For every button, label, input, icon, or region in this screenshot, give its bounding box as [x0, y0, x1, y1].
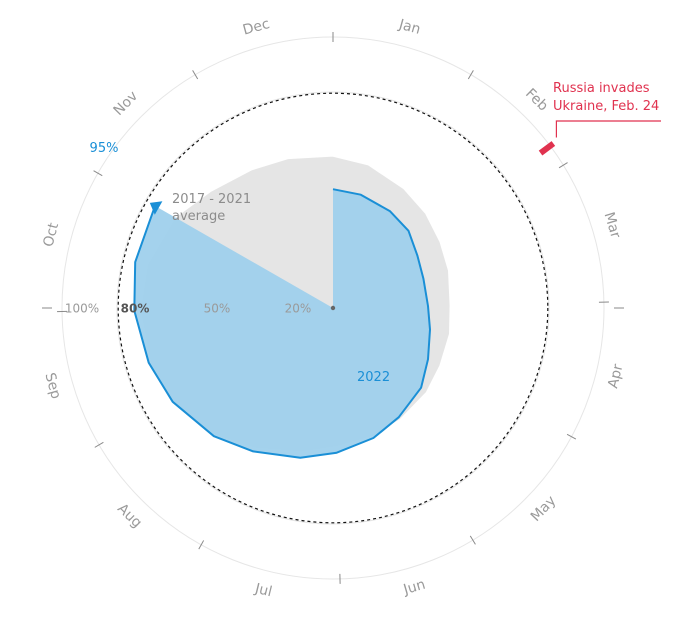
annotation-marker [538, 141, 556, 156]
center-dot [330, 305, 336, 311]
target-ring-dashed [117, 92, 549, 524]
series-2022-label: 2022 [357, 370, 390, 385]
average-series-label: 2017 - 2021 average [172, 192, 251, 224]
series-2022-line [133, 188, 431, 459]
month-label-jan: Jan [396, 16, 422, 37]
radial-label-50: 50% [204, 302, 231, 316]
annotation-text: Russia invades Ukraine, Feb. 24 [553, 81, 659, 114]
month-label-jul: Jul [252, 581, 273, 601]
grid-ring-100 [116, 91, 550, 525]
month-tick [192, 70, 199, 80]
month-label-dec: Dec [241, 16, 271, 39]
month-tick [198, 540, 205, 550]
month-label-feb: Feb [522, 86, 551, 115]
average-series-label-line: average [172, 209, 225, 224]
radial-label-100: 100% [65, 302, 99, 316]
annotation-text-line: Russia invades [553, 81, 650, 96]
month-label-mar: Mar [601, 210, 624, 240]
annotation-leader [555, 120, 661, 138]
month-label-jun: Jun [401, 577, 427, 599]
month-tick [558, 162, 568, 169]
month-label-oct: Oct [41, 221, 63, 249]
month-label-may: May [528, 493, 560, 525]
month-label-nov: Nov [111, 88, 142, 119]
month-tick [93, 170, 103, 177]
chart-labels: Jan Feb Mar Apr May Jun Jul Aug Sep Oct Nov Dec 20% 5… [41, 16, 660, 600]
average-series-label-line: 2017 - 2021 [172, 192, 251, 207]
series-2022-area [134, 189, 431, 458]
month-tick [467, 70, 474, 80]
month-label-sep: Sep [41, 371, 64, 401]
radial-label-20: 20% [285, 302, 312, 316]
chart-series [133, 156, 450, 459]
annotation-text-line: Ukraine, Feb. 24 [553, 99, 659, 114]
month-label-aug: Aug [114, 501, 145, 532]
month-tick [469, 535, 476, 545]
latest-value-label: 95% [90, 141, 119, 156]
month-tick [94, 441, 104, 448]
month-label-apr: Apr [605, 362, 626, 390]
series-2022-arrowhead [149, 201, 163, 215]
radial-label-80: 80% [121, 302, 150, 316]
month-tick [566, 433, 577, 440]
chart-overlay [117, 92, 661, 524]
